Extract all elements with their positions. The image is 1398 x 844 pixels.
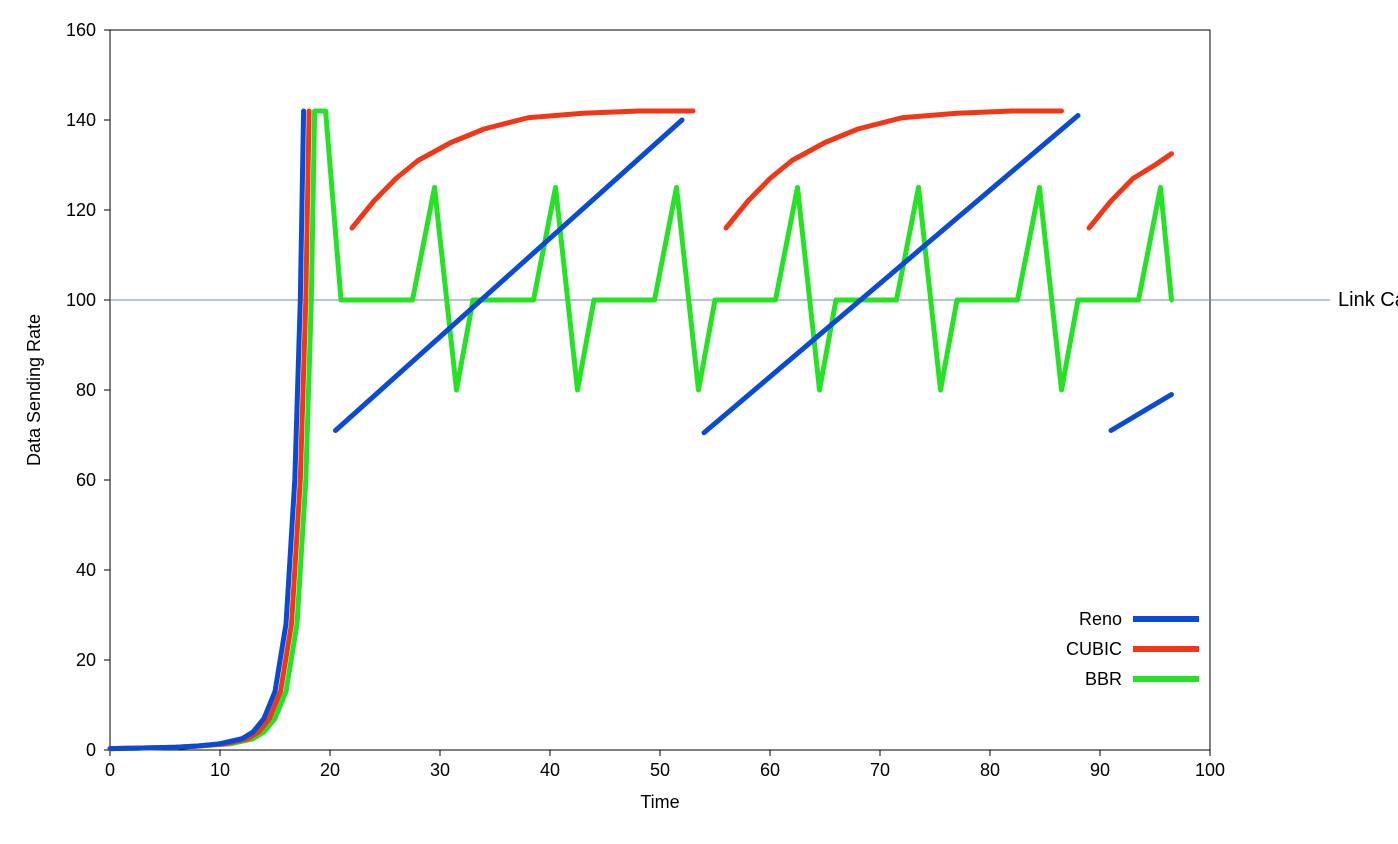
x-tick-label: 70 (870, 760, 890, 780)
legend-label-cubic: CUBIC (1066, 639, 1122, 659)
series-reno-seg0 (110, 111, 304, 749)
congestion-chart: 0 10 20 30 40 50 60 70 80 90 100 0 20 40 60 80 100 120 140… (0, 0, 1398, 844)
x-tick-label: 100 (1195, 760, 1225, 780)
y-tick-label: 60 (76, 470, 96, 490)
y-tick-label: 20 (76, 650, 96, 670)
y-axis-title: Data Sending Rate (24, 314, 44, 466)
series-reno-seg3 (1111, 395, 1172, 431)
legend-label-bbr: BBR (1085, 669, 1122, 689)
x-tick-label: 0 (105, 760, 115, 780)
y-tick-label: 140 (66, 110, 96, 130)
x-tick-label: 40 (540, 760, 560, 780)
series-reno-seg1 (336, 120, 683, 431)
x-tick-label: 90 (1090, 760, 1110, 780)
legend-label-reno: Reno (1079, 609, 1122, 629)
x-tick-label: 60 (760, 760, 780, 780)
x-tick-label: 30 (430, 760, 450, 780)
link-capacity-label: Link Capacity (1338, 289, 1398, 311)
x-tick-label: 20 (320, 760, 340, 780)
x-tick-label: 10 (210, 760, 230, 780)
y-tick-label: 160 (66, 20, 96, 40)
y-tick-label: 120 (66, 200, 96, 220)
series-cubic-seg1 (352, 111, 693, 228)
y-tick-label: 40 (76, 560, 96, 580)
y-tick-label: 80 (76, 380, 96, 400)
x-tick-label: 50 (650, 760, 670, 780)
x-axis-title: Time (640, 792, 679, 812)
series-bbr-seg0 (110, 111, 1172, 749)
x-tick-label: 80 (980, 760, 1000, 780)
y-tick-label: 0 (86, 740, 96, 760)
y-tick-label: 100 (66, 290, 96, 310)
